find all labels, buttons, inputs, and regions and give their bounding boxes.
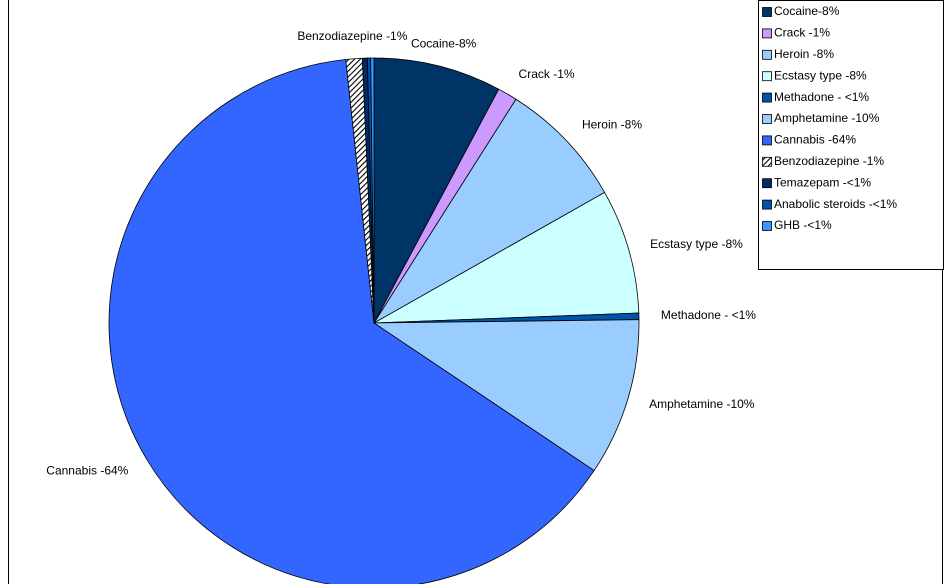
pie-slice [372, 319, 640, 472]
legend-swatch [762, 92, 772, 103]
slice-label: Ecstasy type -8% [650, 237, 743, 251]
legend-label: Anabolic steroids -<1% [774, 197, 897, 211]
legend-label: Benzodiazepine -1% [774, 154, 884, 168]
slice-label: Benzodiazepine -1% [297, 29, 407, 43]
legend-label: Methadone - <1% [774, 90, 869, 104]
slice-label: Cocaine-8% [411, 37, 477, 51]
legend-swatch [762, 7, 772, 17]
legend-swatch [762, 178, 772, 189]
pie-slice [373, 57, 500, 324]
legend-swatch [762, 114, 772, 124]
legend-label: Temazepam -<1% [774, 175, 871, 189]
legend-label: Cannabis -64% [774, 133, 856, 147]
slice-label: Methadone - <1% [661, 308, 756, 322]
legend-box [758, 0, 944, 270]
pie-slice [108, 59, 595, 584]
slice-label: Amphetamine -10% [649, 397, 755, 411]
legend-swatch [762, 199, 772, 210]
slice-label: Cannabis -64% [46, 464, 128, 478]
legend-swatch [762, 156, 772, 167]
legend-swatch [762, 221, 772, 231]
legend-label: Amphetamine -10% [774, 111, 880, 125]
legend-label: GHB -<1% [774, 218, 832, 232]
legend-swatch [762, 135, 772, 146]
legend-swatch [762, 71, 772, 82]
pie-slice [370, 57, 375, 324]
legend-label: Heroin -8% [774, 47, 834, 61]
chart-frame [8, 0, 943, 584]
slice-label: Crack -1% [519, 67, 575, 81]
legend-label: Cocaine-8% [774, 4, 840, 18]
legend-label: Ecstasy type -8% [774, 68, 867, 82]
legend-swatch [762, 49, 772, 60]
slice-label: Heroin -8% [582, 117, 642, 131]
legend-swatch [762, 28, 772, 39]
pie-slice [373, 98, 606, 324]
legend-label: Crack -1% [774, 26, 830, 40]
pie-slice [373, 191, 640, 324]
